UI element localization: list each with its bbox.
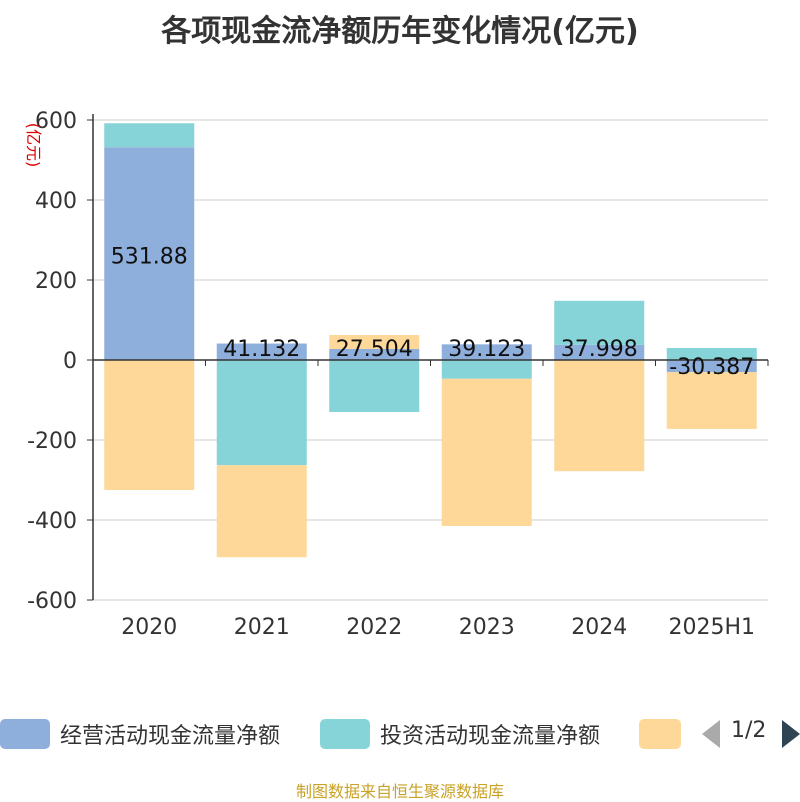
bar-series-0-2022 [329,348,420,360]
x-tick-label: 2023 [459,615,515,640]
bar-series-1-2023 [441,360,532,379]
bar-series-2-2024 [554,360,645,472]
y-tick-label: 200 [35,269,77,294]
bar-series-0-2021 [216,343,307,360]
bar-series-0-2020 [104,147,195,360]
source-note: 制图数据来自恒生聚源数据库 [295,782,504,801]
data-label: 41.132 [223,337,300,362]
legend-next-page-icon[interactable] [782,720,800,748]
x-tick-label: 2025H1 [668,615,755,640]
bar-series-2-2021 [216,465,307,558]
bar-group [104,123,757,558]
data-label: 37.998 [561,337,638,362]
legend-item-operating[interactable]: 经营活动现金流量净额 [0,718,280,750]
x-tick-label: 2022 [346,615,402,640]
bar-series-2-2025H1 [666,372,757,429]
x-tick-label: 2024 [571,615,627,640]
bar-series-0-2023 [441,344,532,360]
data-label: 27.504 [336,337,413,362]
legend-prev-page-icon[interactable] [702,720,720,748]
y-tick-label: 0 [63,349,77,374]
y-tick-label: -400 [27,509,77,534]
bar-series-1-2024 [554,300,645,345]
legend-item-third[interactable] [639,718,681,750]
legend-label-investing: 投资活动现金流量净额 [380,724,601,749]
data-label: 39.123 [448,337,525,362]
data-labels: 531.88 41.132 27.504 39.123 37.998 -30.387 [111,245,754,380]
x-tick-label: 2021 [234,615,290,640]
y-tick-label: 400 [35,189,77,214]
bar-series-0-2024 [554,344,645,360]
bar-series-1-2025H1 [666,348,757,360]
chart-title: 各项现金流净额历年变化情况(亿元) [161,14,639,49]
bar-series-1-2022 [329,360,420,412]
bar-series-2-2022 [329,334,420,349]
legend-swatch-operating [0,719,50,749]
legend-swatch-third [639,719,681,749]
legend-page-indicator: 1/2 [731,718,767,743]
legend-swatch-investing [320,719,370,749]
y-tick-label: -200 [27,429,77,454]
bar-series-2-2020 [104,360,195,490]
axes: 600 400 200 0 -200 -400 -600 2020 2021 2022 2023 20… [24,109,769,640]
data-label: -30.387 [669,355,754,380]
bar-series-2-2023 [441,378,532,526]
y-tick-label: 600 [35,109,77,134]
bar-series-0-2025H1 [666,360,757,373]
bar-series-1-2020 [104,123,195,148]
x-tick-label: 2020 [121,615,177,640]
data-label: 531.88 [111,245,188,270]
bar-series-1-2021 [216,360,307,466]
legend-label-operating: 经营活动现金流量净额 [60,724,281,749]
legend-item-investing[interactable]: 投资活动现金流量净额 [320,718,600,750]
y-tick-label: -600 [27,589,77,614]
y-axis-unit-label: (亿元) [24,123,43,168]
